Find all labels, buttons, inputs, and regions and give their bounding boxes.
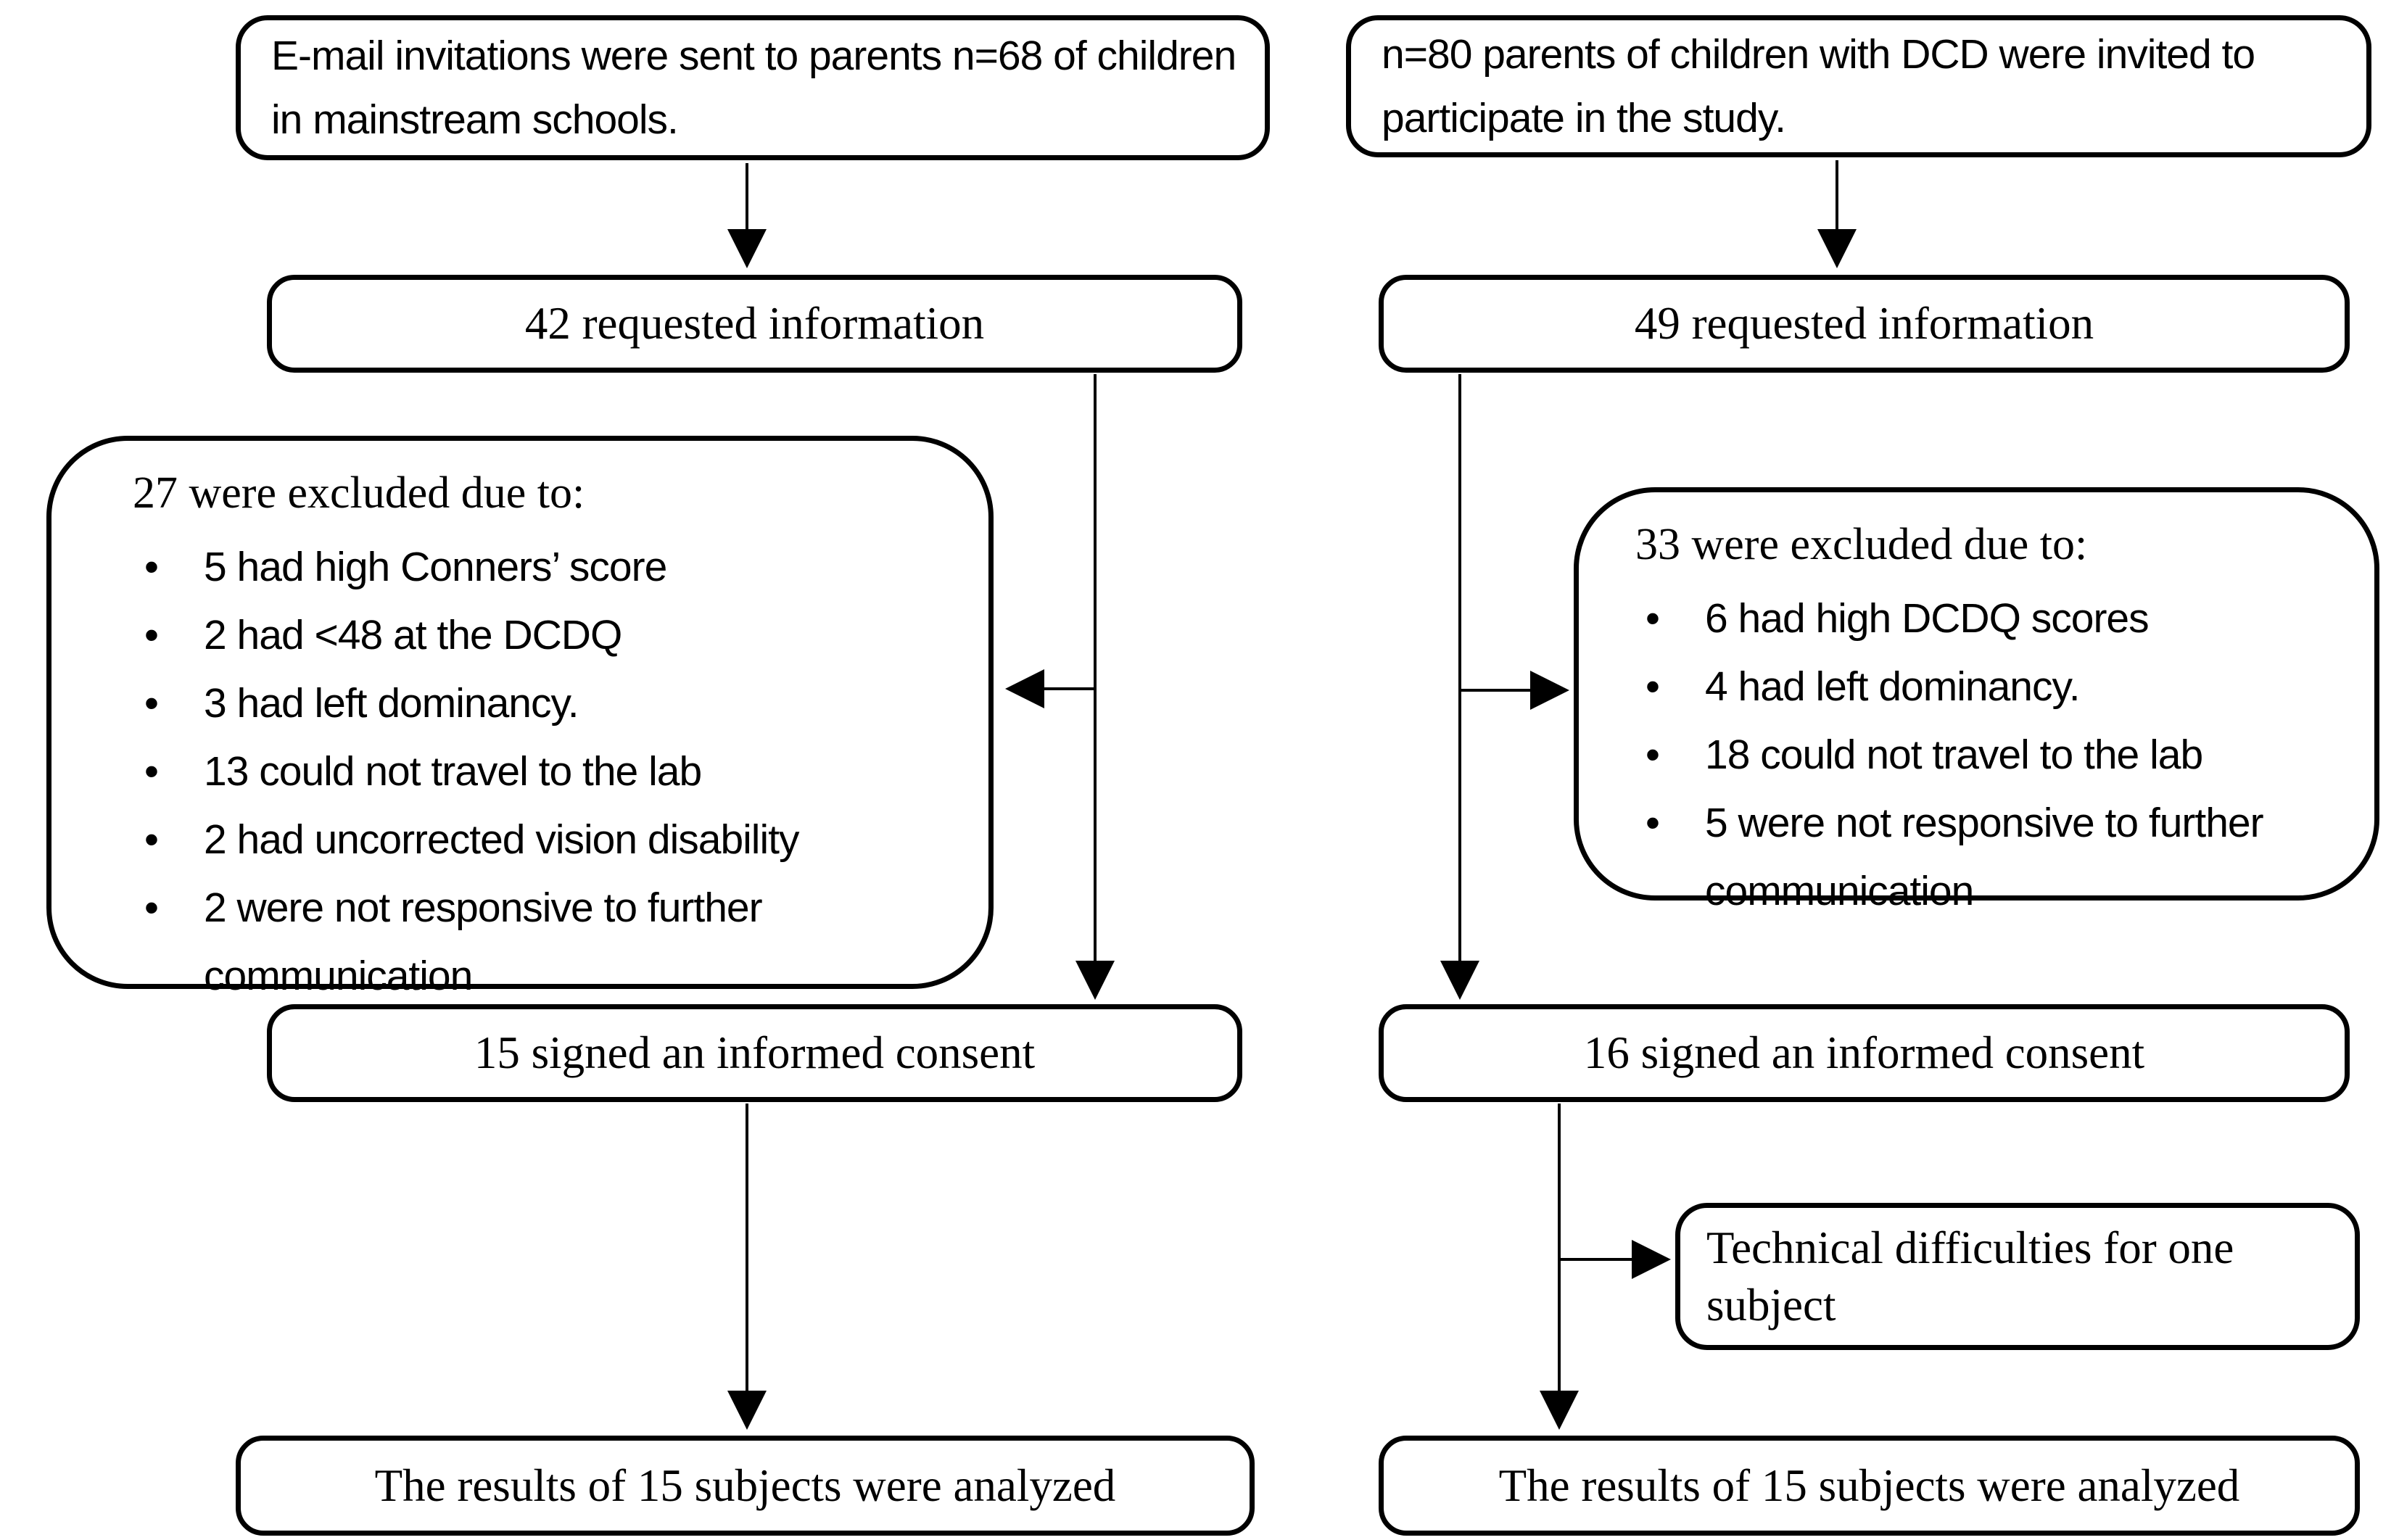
box-excluded-27: 27 were excluded due to: 5 had high Conn…	[46, 436, 994, 999]
list-item: 2 had <48 at the DCDQ	[144, 601, 967, 669]
list-item: 5 were not responsive to further communi…	[1646, 789, 2353, 925]
box-results-left: The results of 15 subjects were analyzed	[236, 1436, 1255, 1536]
box-consent-16: 16 signed an informed consent	[1379, 1004, 2350, 1102]
box-results-right: The results of 15 subjects were analyzed	[1379, 1436, 2360, 1536]
list-item: 4 had left dominancy.	[1646, 653, 2353, 721]
box-excluded-33: 33 were excluded due to: 6 had high DCDQ…	[1574, 487, 2379, 914]
exclusion-heading: 33 were excluded due to:	[1635, 520, 2088, 569]
list-item: 2 had uncorrected vision disability	[144, 806, 967, 874]
box-consent-15-text: 15 signed an informed consent	[474, 1027, 1036, 1079]
box-consent-16-text: 16 signed an informed consent	[1583, 1027, 2145, 1079]
box-technical-difficulties-text: Technical difficulties for one subject	[1706, 1222, 2234, 1330]
box-requested-42: 42 requested information	[267, 275, 1242, 373]
box-consent-15: 15 signed an informed consent	[267, 1004, 1242, 1102]
box-requested-49-text: 49 requested information	[1634, 298, 2094, 349]
box-results-left-text: The results of 15 subjects were analyzed	[374, 1460, 1116, 1511]
list-item: 18 could not travel to the lab	[1646, 721, 2353, 789]
list-item: 5 had high Conners’ score	[144, 533, 967, 601]
list-item: 13 could not travel to the lab	[144, 737, 967, 806]
list-item: 3 had left dominancy.	[144, 669, 967, 737]
box-invitation-mainstream: E-mail invitations were sent to parents …	[236, 15, 1270, 160]
box-invitation-dcd: n=80 parents of children with DCD were i…	[1346, 15, 2371, 157]
list-item: 2 were not responsive to further communi…	[144, 874, 967, 1010]
box-technical-difficulties: Technical difficulties for one subject	[1675, 1203, 2360, 1350]
box-requested-42-text: 42 requested information	[524, 298, 985, 349]
box-invitation-dcd-text: n=80 parents of children with DCD were i…	[1382, 30, 2255, 141]
box-results-right-text: The results of 15 subjects were analyzed	[1498, 1460, 2240, 1511]
list-item: 6 had high DCDQ scores	[1646, 584, 2353, 653]
exclusion-list-left: 5 had high Conners’ score 2 had <48 at t…	[51, 533, 967, 1010]
exclusion-heading: 27 were excluded due to:	[133, 468, 585, 518]
box-invitation-mainstream-text: E-mail invitations were sent to parents …	[271, 32, 1236, 143]
box-requested-49: 49 requested information	[1379, 275, 2350, 373]
exclusion-list-right: 6 had high DCDQ scores 4 had left domina…	[1579, 584, 2353, 925]
